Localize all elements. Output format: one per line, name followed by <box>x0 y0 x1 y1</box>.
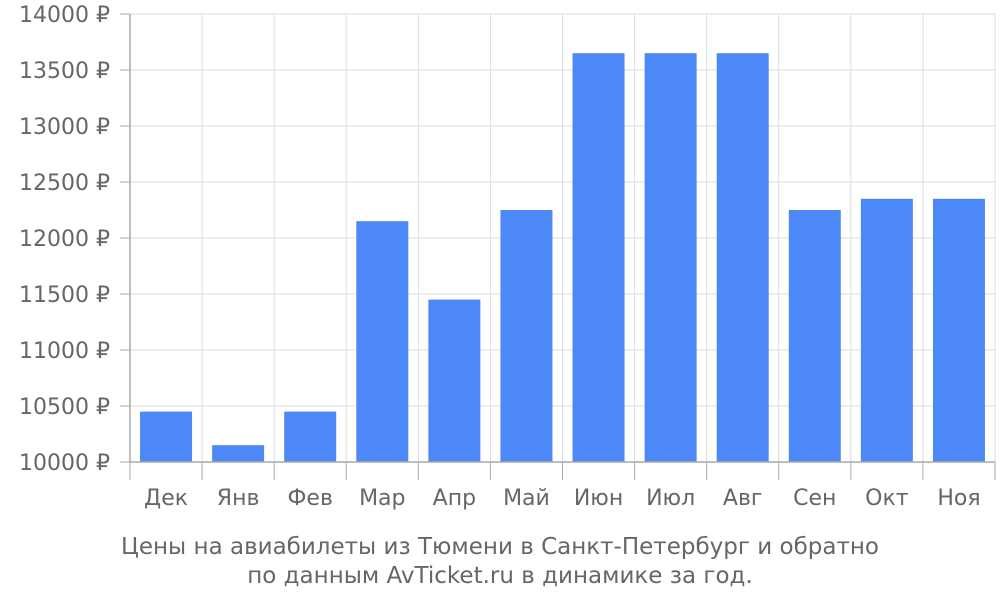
x-tick-label-0: Дек <box>144 486 188 511</box>
x-tick-label-11: Ноя <box>937 486 980 511</box>
y-tick-label-4: 12000 ₽ <box>19 227 110 252</box>
x-tick-label-3: Мар <box>359 486 405 511</box>
x-tick-label-5: Май <box>503 486 550 511</box>
y-tick-label-7: 13500 ₽ <box>19 59 110 84</box>
y-tick-label-3: 11500 ₽ <box>19 283 110 308</box>
bars <box>140 53 985 463</box>
x-tick-label-10: Окт <box>865 486 909 511</box>
y-tick-label-8: 14000 ₽ <box>19 3 110 28</box>
bar-0 <box>140 411 193 462</box>
bar-chart: 10000 ₽ 10500 ₽ 11000 ₽ 11500 ₽ 12000 ₽ 12500… <box>19 3 996 511</box>
bar-5 <box>500 210 553 462</box>
bar-11 <box>932 198 985 463</box>
y-tick-label-0: 10000 ₽ <box>19 451 110 476</box>
y-tick-label-1: 10500 ₽ <box>19 395 110 420</box>
bar-6 <box>572 53 625 462</box>
x-tick-label-2: Фев <box>287 486 332 511</box>
x-tick-label-6: Июн <box>574 486 623 511</box>
x-tick-label-9: Сен <box>793 486 836 511</box>
chart-caption-line-1: Цены на авиабилеты из Тюмени в Санкт-Пет… <box>121 534 879 560</box>
bar-10 <box>860 198 913 463</box>
y-tick-label-6: 13000 ₽ <box>19 115 110 140</box>
bar-3 <box>356 221 409 462</box>
x-tick-label-1: Янв <box>217 486 260 511</box>
bar-1 <box>212 445 265 462</box>
grid-lines <box>129 13 996 463</box>
y-tick-label-5: 12500 ₽ <box>19 171 110 196</box>
axes <box>120 13 996 480</box>
bar-4 <box>428 299 481 462</box>
bar-9 <box>788 210 841 462</box>
bar-8 <box>716 53 769 462</box>
chart-caption-line-2: по данным AvTicket.ru в динамике за год. <box>247 563 753 589</box>
x-tick-label-7: Июл <box>646 486 695 511</box>
x-tick-label-8: Авг <box>723 486 763 511</box>
bar-7 <box>644 53 697 462</box>
x-tick-labels: Дек Янв Фев Мар Апр Май Июн Июл Авг Сен Окт Ноя <box>144 486 981 511</box>
y-tick-label-2: 11000 ₽ <box>19 339 110 364</box>
bar-2 <box>284 411 337 462</box>
x-tick-label-4: Апр <box>433 486 476 511</box>
y-tick-labels: 10000 ₽ 10500 ₽ 11000 ₽ 11500 ₽ 12000 ₽ 12500… <box>19 3 110 476</box>
